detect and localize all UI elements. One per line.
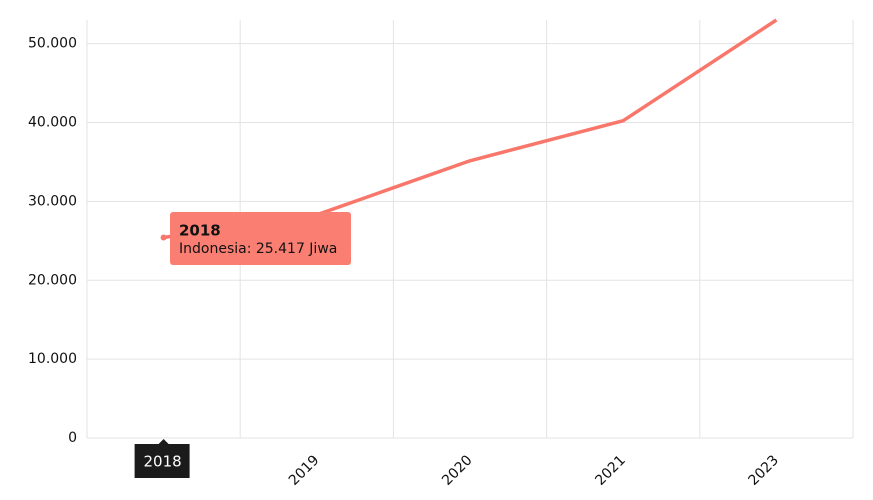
- x-tick-label: 2020: [439, 452, 476, 489]
- x-tick-label: 2023: [746, 452, 783, 489]
- crosshair-pointer: [158, 439, 169, 444]
- line: [163, 18, 778, 240]
- y-tick-label: 40.000: [28, 115, 77, 131]
- x-tick-label: 2019: [286, 452, 323, 489]
- crosshair-label: 2018: [144, 453, 182, 471]
- y-tick-label: 10.000: [28, 351, 77, 367]
- y-tick-label: 0: [68, 430, 77, 446]
- y-tick-label: 50.000: [28, 36, 77, 52]
- tooltip-text: Indonesia: 25.417 Jiwa: [179, 241, 337, 257]
- y-tick-label: 20.000: [28, 272, 77, 288]
- x-tick-label: 2021: [592, 452, 629, 489]
- tooltip-title: 2018: [179, 222, 221, 240]
- hover-point: [160, 234, 167, 241]
- y-tick-label: 30.000: [28, 193, 77, 209]
- tooltip-box: [170, 212, 351, 265]
- crosshair-label-box: [134, 444, 190, 478]
